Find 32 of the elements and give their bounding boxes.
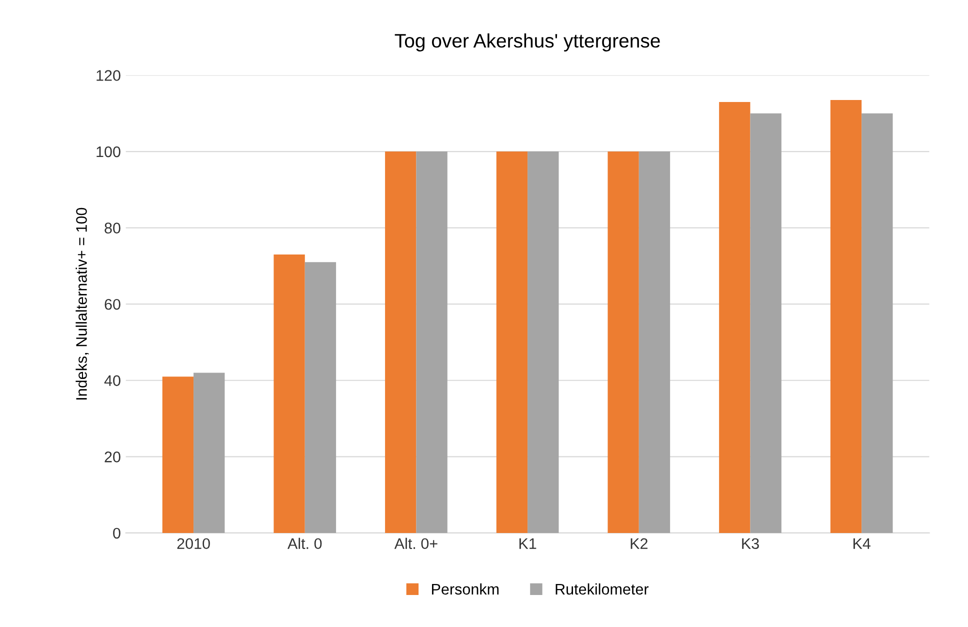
y-axis-title: Indeks, Nullalternativ+ = 100 (76, 208, 89, 400)
x-tick-label: Alt. 0+ (394, 538, 438, 550)
bar (830, 100, 862, 533)
bar (194, 372, 225, 533)
x-tick-label: K1 (519, 538, 536, 549)
bar (496, 152, 528, 533)
bar (862, 113, 893, 533)
y-tick-label: 40 (104, 375, 120, 386)
legend-label: Personkm (432, 583, 499, 595)
y-tick-label: 100 (96, 146, 120, 158)
x-tick-label: K4 (853, 538, 870, 549)
y-tick-label: 120 (96, 70, 120, 81)
bar (719, 102, 750, 533)
x-tick-label: 2010 (177, 538, 210, 550)
bar (528, 152, 559, 533)
bar (416, 152, 448, 533)
x-tick-label: K2 (630, 538, 648, 549)
bar (638, 152, 670, 533)
bar (608, 152, 639, 533)
y-tick-label: 80 (104, 222, 120, 234)
legend-label: Rutekilometer (556, 583, 649, 595)
chart-title: Tog over Akershus' yttergrense (394, 33, 660, 52)
y-tick-label: 20 (104, 452, 120, 462)
y-tick-label: 0 (113, 528, 120, 539)
bar (304, 262, 336, 533)
bar (750, 113, 782, 533)
bar (385, 152, 416, 533)
bar (274, 254, 305, 533)
x-tick-label: K3 (742, 538, 759, 550)
x-tick-label: Alt. 0 (288, 538, 322, 550)
y-tick-label: 60 (104, 298, 120, 310)
bar (162, 376, 194, 533)
